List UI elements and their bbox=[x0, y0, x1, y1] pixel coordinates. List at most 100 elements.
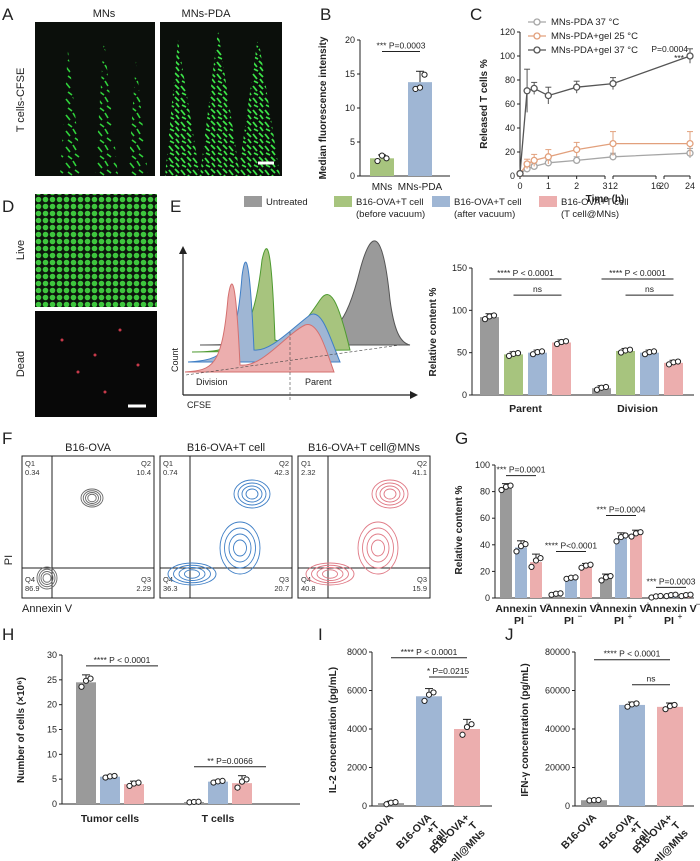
data-point bbox=[195, 798, 202, 805]
legend-swatch bbox=[244, 196, 262, 207]
data-point bbox=[421, 71, 428, 78]
data-point bbox=[463, 723, 471, 731]
bar bbox=[515, 547, 527, 598]
y-tick-label: 100 bbox=[475, 460, 490, 470]
contour-line bbox=[178, 567, 206, 581]
region-parent: Parent bbox=[305, 377, 332, 387]
legend-sublabel: (after vacuum) bbox=[454, 209, 515, 220]
category-sup: − bbox=[546, 599, 551, 609]
dead-cells bbox=[60, 328, 140, 394]
contour-line bbox=[87, 493, 97, 503]
bar bbox=[408, 82, 432, 176]
y-tick-label: 100 bbox=[500, 51, 515, 61]
contour-line bbox=[322, 569, 338, 579]
y-tick-label: 4000 bbox=[347, 724, 367, 734]
contour-line bbox=[245, 488, 259, 500]
sig-label: **** P < 0.0001 bbox=[604, 649, 661, 659]
category-sup: + bbox=[646, 599, 651, 609]
data-point bbox=[135, 779, 142, 786]
bar bbox=[370, 158, 394, 176]
y-axis-title: Released T cells % bbox=[479, 59, 490, 149]
bar bbox=[592, 388, 611, 395]
contour-line bbox=[357, 521, 399, 575]
series-point bbox=[544, 153, 552, 161]
contour-line bbox=[311, 564, 349, 584]
x-tick-label: 20 bbox=[659, 181, 669, 191]
data-point bbox=[528, 563, 535, 570]
y-tick-label: 10 bbox=[345, 103, 355, 113]
hist-t-cell-mns bbox=[184, 283, 335, 373]
y-tick-label: 0 bbox=[462, 390, 467, 400]
x-tick-label: 16 bbox=[651, 181, 661, 191]
data-point bbox=[234, 784, 241, 791]
tissue-mns bbox=[60, 38, 148, 176]
y-tick-label: 5 bbox=[350, 137, 355, 147]
panel-letter-b: B bbox=[320, 5, 331, 24]
q3-value: 15.9 bbox=[412, 584, 427, 593]
contour-line bbox=[224, 527, 256, 569]
data-point bbox=[459, 731, 466, 738]
y-tick-label: 20 bbox=[345, 35, 355, 45]
y-tick-label: 40 bbox=[505, 123, 515, 133]
bar bbox=[630, 534, 642, 598]
q4-name: Q4 bbox=[163, 575, 173, 584]
sig-stars: *** bbox=[674, 53, 685, 63]
sig-label: ns bbox=[645, 284, 654, 294]
y-tick-label: 5 bbox=[52, 774, 57, 784]
series-point bbox=[573, 156, 581, 165]
x-tick-label: 2 bbox=[574, 181, 579, 191]
panel-letter-e: E bbox=[170, 197, 181, 216]
bar bbox=[640, 352, 659, 395]
legend-swatch bbox=[539, 196, 557, 207]
image-live bbox=[35, 194, 157, 307]
data-point bbox=[374, 157, 381, 165]
data-point bbox=[674, 358, 682, 365]
y-tick-label: 120 bbox=[500, 27, 515, 37]
sig-p: P=0.0004 bbox=[651, 44, 688, 54]
y-tick-label: 60000 bbox=[545, 686, 570, 696]
data-point bbox=[607, 572, 614, 580]
x-axis-title: Time (h) bbox=[586, 194, 625, 205]
y-tick-label: 20 bbox=[47, 700, 57, 710]
q2-name: Q2 bbox=[417, 459, 427, 468]
panel-a-title-mns: MNs bbox=[93, 8, 116, 20]
data-point bbox=[481, 316, 489, 323]
q1-name: Q1 bbox=[163, 459, 173, 468]
chart-j: 0 20000 40000 60000 80000 IFN-γ concentration… bbox=[520, 647, 694, 861]
bar bbox=[615, 538, 627, 598]
category-label: Annexin V bbox=[545, 603, 596, 615]
y-tick-label: 0 bbox=[510, 171, 515, 181]
data-point bbox=[687, 591, 694, 598]
contour-line bbox=[219, 521, 261, 575]
category-label: Annexin V bbox=[595, 603, 646, 615]
sig-label: *** P=0.0001 bbox=[497, 465, 546, 475]
panel-letter-g: G bbox=[455, 429, 468, 448]
bar bbox=[480, 317, 499, 395]
category-label: T cells bbox=[202, 813, 235, 825]
category-subsup: + bbox=[628, 611, 633, 621]
hist-ylabel: Count bbox=[170, 348, 180, 373]
data-point bbox=[513, 548, 520, 555]
category-sub: PI bbox=[564, 615, 574, 627]
sig-label: **** P < 0.0001 bbox=[401, 647, 458, 657]
q3-name: Q3 bbox=[417, 575, 427, 584]
chart-i: 0 2000 4000 6000 8000 IL-2 concentration (pg/… bbox=[328, 647, 492, 861]
bar bbox=[619, 704, 645, 806]
sig-label: ** P=0.0066 bbox=[207, 756, 253, 766]
y-tick-label: 0 bbox=[485, 593, 490, 603]
region-division: Division bbox=[196, 377, 228, 387]
legend-swatch bbox=[334, 196, 352, 207]
y-tick-label: 20 bbox=[480, 566, 490, 576]
data-point bbox=[490, 312, 498, 319]
y-axis-title: Relative content % bbox=[454, 485, 465, 574]
contour-line bbox=[85, 492, 99, 504]
contour-line bbox=[228, 533, 252, 563]
contour-line bbox=[184, 569, 200, 579]
bar bbox=[500, 487, 512, 598]
series-point bbox=[530, 84, 538, 93]
sig-label: *** P=0.0004 bbox=[597, 505, 646, 515]
data-point bbox=[219, 777, 226, 785]
y-tick-label: 30 bbox=[47, 650, 57, 660]
y-tick-label: 20 bbox=[505, 147, 515, 157]
